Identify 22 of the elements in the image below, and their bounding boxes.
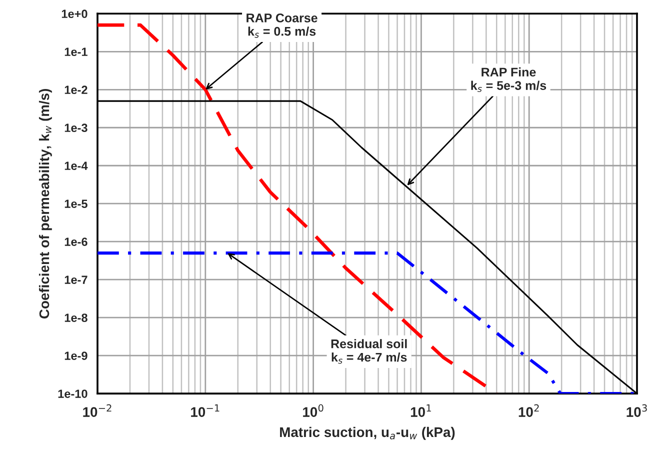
y-tick-label: 1e-3 [64,124,88,132]
y-tick-label: 1e+0 [62,10,88,18]
y-tick-label: 1e-8 [64,314,88,322]
y-tick-label: 1e-9 [64,352,88,360]
annotation: RAP Coarse k$_{s}$ = 0.5 m/s [246,14,318,38]
x-tick-label: 10$^{0}$ [303,404,324,417]
y-axis-title: Coeficient of permeability, k$_{w}$ (m/s) [38,88,52,318]
x-tick-label: 10$^{3}$ [626,404,647,417]
y-tick-label: 1e-1 [64,48,88,56]
y-tick-label: 1e-2 [64,86,88,94]
annotation: Residual soil k$_{s}$ = 4e-7 m/s [331,339,407,364]
y-tick-label: 1e-7 [64,276,88,284]
annotation: RAP Fine k$_{s}$ = 5e-3 m/s [471,67,546,92]
y-tick-label: 1e-6 [64,238,88,246]
y-tick-label: 1e-5 [64,200,88,208]
y-tick-label: 1e-10 [58,390,88,398]
x-tick-label: 10$^{1}$ [410,404,431,417]
x-tick-label: 10$^{2}$ [518,404,539,417]
y-tick-label: 1e-4 [64,162,88,170]
x-tick-label: 10$^{−1}$ [191,404,220,417]
x-tick-label: 10$^{−2}$ [83,404,112,417]
x-axis-title: Matric suction, u$_{a}$-u$_{w}$ (kPa) [280,426,455,440]
